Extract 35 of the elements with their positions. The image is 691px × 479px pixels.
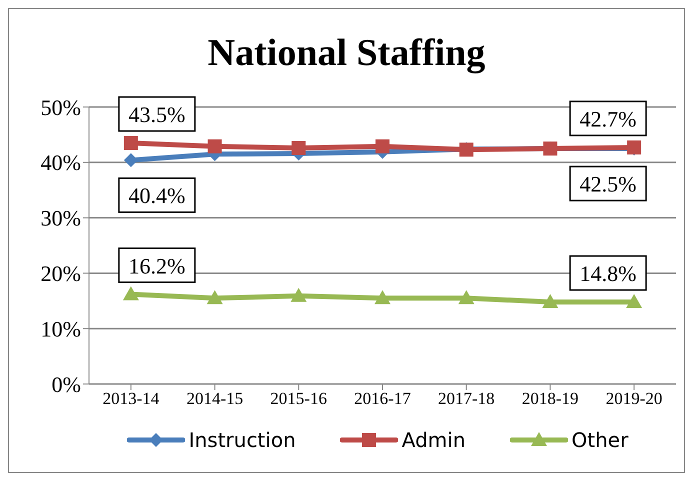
legend-label: Instruction — [188, 428, 296, 452]
data-label: 16.2% — [128, 253, 186, 278]
x-tick-label: 2013-14 — [102, 389, 160, 408]
point — [626, 294, 642, 308]
point — [376, 139, 390, 154]
y-tick-label: 50% — [40, 94, 81, 120]
y-tick-label: 20% — [40, 261, 81, 286]
data-label: 14.8% — [580, 261, 636, 286]
y-tick-label: 30% — [40, 206, 81, 231]
data-label: 42.7% — [580, 106, 636, 132]
point — [458, 290, 474, 304]
point — [124, 153, 138, 168]
chart-title: National Staffing — [206, 31, 486, 75]
x-tick-label: 2017-18 — [438, 389, 495, 408]
data-label: 42.5% — [580, 172, 636, 197]
x-tick-label: 2019-20 — [606, 389, 662, 408]
data-label: 43.5% — [128, 102, 186, 128]
point — [290, 288, 307, 302]
point — [542, 294, 558, 308]
point — [374, 290, 390, 304]
x-tick-label: 2018-19 — [522, 389, 579, 408]
point — [122, 286, 139, 300]
point — [124, 136, 138, 150]
point — [206, 290, 223, 304]
legend-label: Admin — [400, 428, 466, 452]
y-tick-label: 0% — [52, 372, 81, 397]
y-tick-label: 10% — [40, 316, 81, 342]
point — [292, 140, 306, 155]
y-tick-label: 40% — [40, 150, 81, 176]
x-tick-label: 2015-16 — [270, 389, 327, 408]
point — [208, 139, 222, 154]
legend-label: Other — [570, 428, 628, 452]
x-tick-label: 2014-15 — [186, 389, 244, 408]
x-tick-label: 2016-17 — [354, 389, 412, 408]
data-label: 40.4% — [128, 183, 186, 208]
